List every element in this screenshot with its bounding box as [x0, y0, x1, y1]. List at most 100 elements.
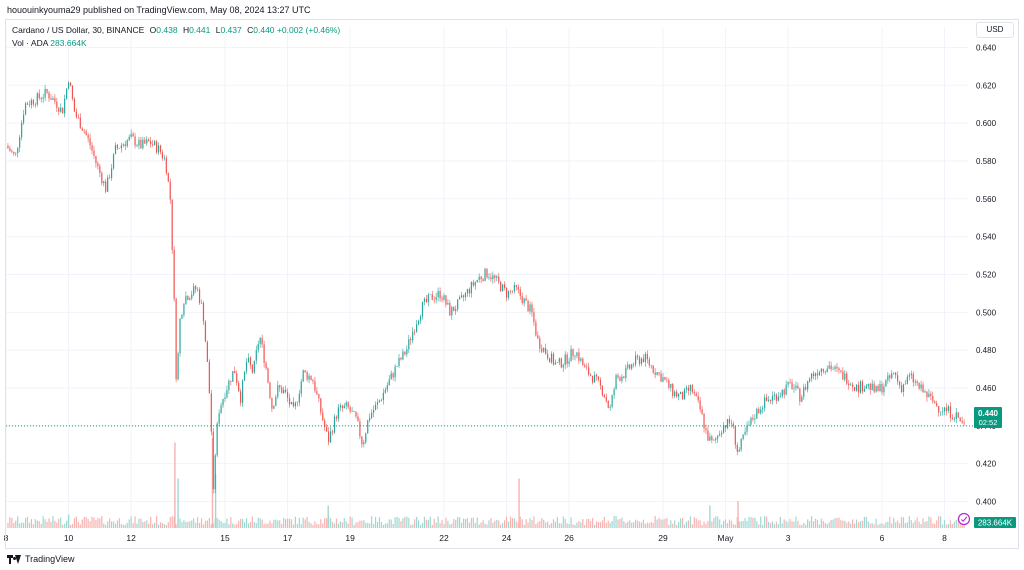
- close-label: C: [247, 25, 254, 35]
- volume-row: Vol · ADA 283.664K: [12, 37, 340, 50]
- candle-body: [91, 145, 93, 151]
- candle-body: [435, 296, 437, 300]
- volume-bar: [13, 522, 15, 528]
- volume-bar: [447, 520, 449, 528]
- volume-bar: [922, 518, 924, 528]
- volume-bar: [69, 524, 72, 528]
- candle-body: [560, 358, 562, 368]
- candle-body: [853, 386, 856, 391]
- volume-bar: [578, 520, 580, 528]
- candle-body: [517, 286, 519, 290]
- candle-body: [593, 375, 596, 383]
- volume-bar: [779, 516, 781, 528]
- candle-body: [58, 107, 60, 112]
- candle-body: [167, 172, 169, 182]
- candle-body: [462, 295, 465, 298]
- candle-body: [363, 442, 365, 445]
- candle-body: [629, 364, 631, 369]
- symbol-name[interactable]: Cardano / US Dollar, 30, BINANCE: [12, 25, 145, 35]
- volume-bar: [846, 522, 848, 528]
- brand-name: TradingView: [25, 554, 75, 564]
- volume-bar: [932, 523, 934, 528]
- volume-bar: [220, 520, 222, 528]
- candle-body: [607, 401, 609, 408]
- volume-bar: [439, 523, 441, 528]
- volume-bar: [760, 516, 762, 528]
- volume-bar: [124, 524, 126, 528]
- volume-bar: [730, 520, 733, 528]
- candle-body: [376, 402, 379, 405]
- volume-bar: [812, 521, 815, 528]
- candle-body: [801, 396, 803, 402]
- candle-body: [417, 320, 420, 325]
- volume-bar: [453, 518, 455, 528]
- volume-bar: [515, 521, 517, 528]
- candle-body: [650, 365, 652, 366]
- candle-body: [920, 384, 922, 389]
- candle-body: [779, 396, 781, 397]
- volume-bar: [265, 523, 267, 528]
- volume-bar: [414, 519, 416, 528]
- volume-bar: [431, 524, 433, 528]
- candle-body: [99, 166, 101, 173]
- candle-body: [828, 365, 830, 369]
- volume-bar: [169, 517, 171, 528]
- volume-bar: [99, 518, 101, 528]
- volume-bar: [920, 524, 922, 528]
- candle-body: [208, 361, 210, 394]
- candle-body: [840, 370, 842, 372]
- candle-body: [245, 361, 248, 372]
- volume-bar: [54, 520, 56, 528]
- volume-bar: [584, 524, 586, 528]
- volume-bar: [437, 516, 439, 528]
- candle-body: [834, 366, 836, 370]
- volume-bar: [599, 522, 602, 528]
- candle-body: [906, 376, 908, 384]
- volume-bar: [810, 516, 813, 528]
- candle-body: [709, 436, 711, 441]
- candle-body: [552, 353, 555, 365]
- candle-body: [163, 157, 165, 159]
- candle-body: [124, 144, 126, 147]
- volume-spike: [177, 478, 179, 528]
- volume-bar: [635, 519, 637, 528]
- candle-body: [810, 373, 813, 379]
- volume-bar: [803, 522, 805, 528]
- candle-body: [214, 455, 216, 490]
- price-tick-label: 0.560: [976, 195, 997, 204]
- candle-body: [515, 284, 517, 287]
- volume-label[interactable]: Vol · ADA: [12, 38, 48, 48]
- volume-bar: [73, 518, 76, 528]
- volume-bar: [142, 521, 144, 528]
- volume-bar: [56, 522, 58, 528]
- volume-bar: [502, 523, 504, 528]
- volume-bar: [482, 520, 484, 528]
- volume-bar: [445, 517, 447, 528]
- candle-body: [885, 380, 887, 387]
- volume-bar: [402, 518, 404, 528]
- alert-icon[interactable]: [957, 512, 971, 526]
- candle-body: [339, 405, 341, 408]
- volume-bar: [351, 517, 353, 528]
- candle-body: [744, 431, 746, 435]
- candle-body: [400, 357, 402, 360]
- candle-body: [154, 141, 156, 145]
- volume-bar: [97, 517, 99, 528]
- volume-bar: [902, 517, 905, 528]
- volume-bar: [908, 516, 910, 528]
- candle-body: [703, 413, 705, 429]
- candle-body: [457, 299, 459, 310]
- candle-body: [482, 279, 484, 281]
- volume-bar: [568, 524, 570, 528]
- volume-bar: [79, 524, 81, 528]
- volume-bar: [451, 523, 453, 528]
- candle-body: [112, 154, 115, 169]
- volume-bar: [392, 523, 394, 528]
- volume-bar: [281, 523, 283, 528]
- volume-bar: [290, 519, 293, 528]
- volume-bar: [359, 520, 361, 528]
- currency-button[interactable]: USD: [976, 22, 1014, 38]
- volume-bar: [525, 519, 527, 528]
- volume-bar: [588, 518, 590, 528]
